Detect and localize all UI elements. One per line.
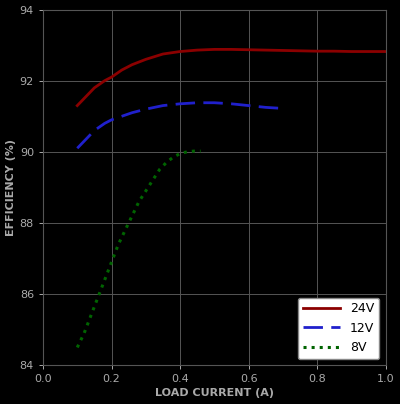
24V: [212, 47, 217, 52]
12V: [82, 139, 86, 143]
8V: [157, 167, 162, 172]
8V: [143, 189, 148, 194]
Line: 8V: 8V: [77, 151, 201, 347]
12V: [212, 100, 217, 105]
X-axis label: LOAD CURRENT (A): LOAD CURRENT (A): [155, 388, 274, 398]
8V: [88, 313, 93, 318]
24V: [383, 49, 388, 54]
24V: [160, 52, 165, 57]
8V: [130, 213, 134, 218]
24V: [130, 62, 134, 67]
8V: [171, 155, 176, 160]
24V: [82, 96, 86, 101]
Y-axis label: EFFICIENCY (%): EFFICIENCY (%): [6, 139, 16, 236]
24V: [298, 48, 302, 53]
Line: 12V: 12V: [77, 103, 283, 148]
8V: [136, 199, 141, 204]
24V: [143, 57, 148, 62]
8V: [191, 149, 196, 154]
12V: [92, 128, 97, 133]
12V: [130, 110, 134, 115]
Line: 24V: 24V: [77, 49, 386, 105]
8V: [150, 178, 155, 183]
24V: [349, 49, 354, 54]
8V: [123, 228, 128, 233]
8V: [75, 345, 80, 350]
8V: [102, 278, 107, 282]
8V: [116, 242, 121, 247]
24V: [195, 48, 200, 53]
8V: [82, 331, 86, 336]
24V: [75, 103, 80, 108]
12V: [102, 121, 107, 126]
8V: [109, 260, 114, 265]
12V: [75, 146, 80, 151]
12V: [280, 106, 285, 111]
12V: [160, 103, 165, 108]
8V: [164, 160, 169, 165]
24V: [229, 47, 234, 52]
12V: [143, 107, 148, 112]
12V: [195, 100, 200, 105]
8V: [184, 149, 189, 154]
8V: [198, 149, 203, 154]
Legend: 24V, 12V, 8V: 24V, 12V, 8V: [298, 297, 379, 359]
24V: [366, 49, 371, 54]
24V: [120, 67, 124, 72]
12V: [229, 101, 234, 106]
24V: [178, 49, 182, 54]
24V: [332, 49, 337, 54]
12V: [109, 118, 114, 122]
12V: [263, 105, 268, 110]
24V: [92, 85, 97, 90]
24V: [102, 78, 107, 83]
12V: [178, 101, 182, 106]
12V: [120, 114, 124, 119]
24V: [246, 47, 251, 52]
8V: [178, 151, 182, 156]
8V: [96, 295, 100, 300]
24V: [263, 48, 268, 53]
24V: [315, 49, 320, 54]
24V: [280, 48, 285, 53]
12V: [246, 103, 251, 108]
24V: [109, 75, 114, 80]
